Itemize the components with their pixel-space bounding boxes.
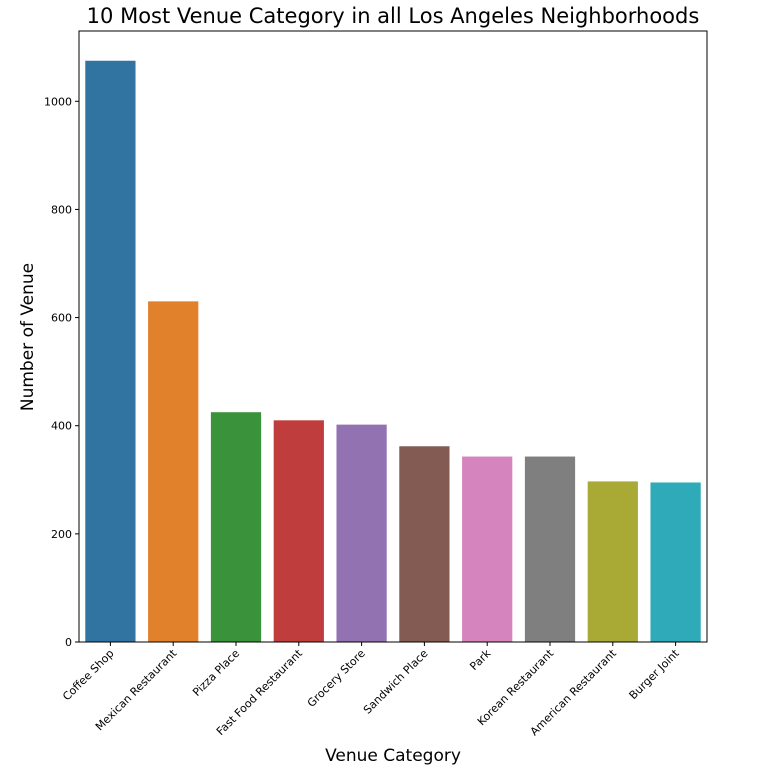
bars-group <box>85 60 701 642</box>
chart-title: 10 Most Venue Category in all Los Angele… <box>87 4 700 28</box>
bar-american-restaurant <box>587 481 638 642</box>
y-axis-label: Number of Venue <box>18 263 38 411</box>
bar-burger-joint <box>650 482 701 642</box>
bar-pizza-place <box>210 412 262 642</box>
bar-fast-food-restaurant <box>273 420 324 642</box>
x-tick-label: Sandwich Place <box>361 647 431 717</box>
y-tick-label: 0 <box>65 636 72 649</box>
bar-park <box>462 456 513 642</box>
bar-sandwich-place <box>399 446 450 642</box>
x-tick-label: Burger Joint <box>627 646 683 702</box>
x-axis-label: Venue Category <box>325 746 461 766</box>
x-tick-label: Park <box>467 646 493 672</box>
x-tick-label: Coffee Shop <box>60 647 116 703</box>
bar-coffee-shop <box>85 60 136 642</box>
y-tick-label: 200 <box>51 528 72 541</box>
y-axis: 0 200 400 600 800 1000 <box>44 95 79 649</box>
y-tick-label: 800 <box>51 203 72 216</box>
bar-mexican-restaurant <box>148 301 199 642</box>
y-tick-label: 400 <box>51 420 72 433</box>
bar-grocery-store <box>336 424 387 642</box>
y-tick-label: 1000 <box>44 95 72 108</box>
x-tick-label: Grocery Store <box>305 647 368 710</box>
plot-frame <box>78 30 708 643</box>
bar-korean-restaurant <box>524 456 576 642</box>
x-tick-label: Pizza Place <box>190 647 242 699</box>
y-tick-label: 600 <box>51 312 72 325</box>
